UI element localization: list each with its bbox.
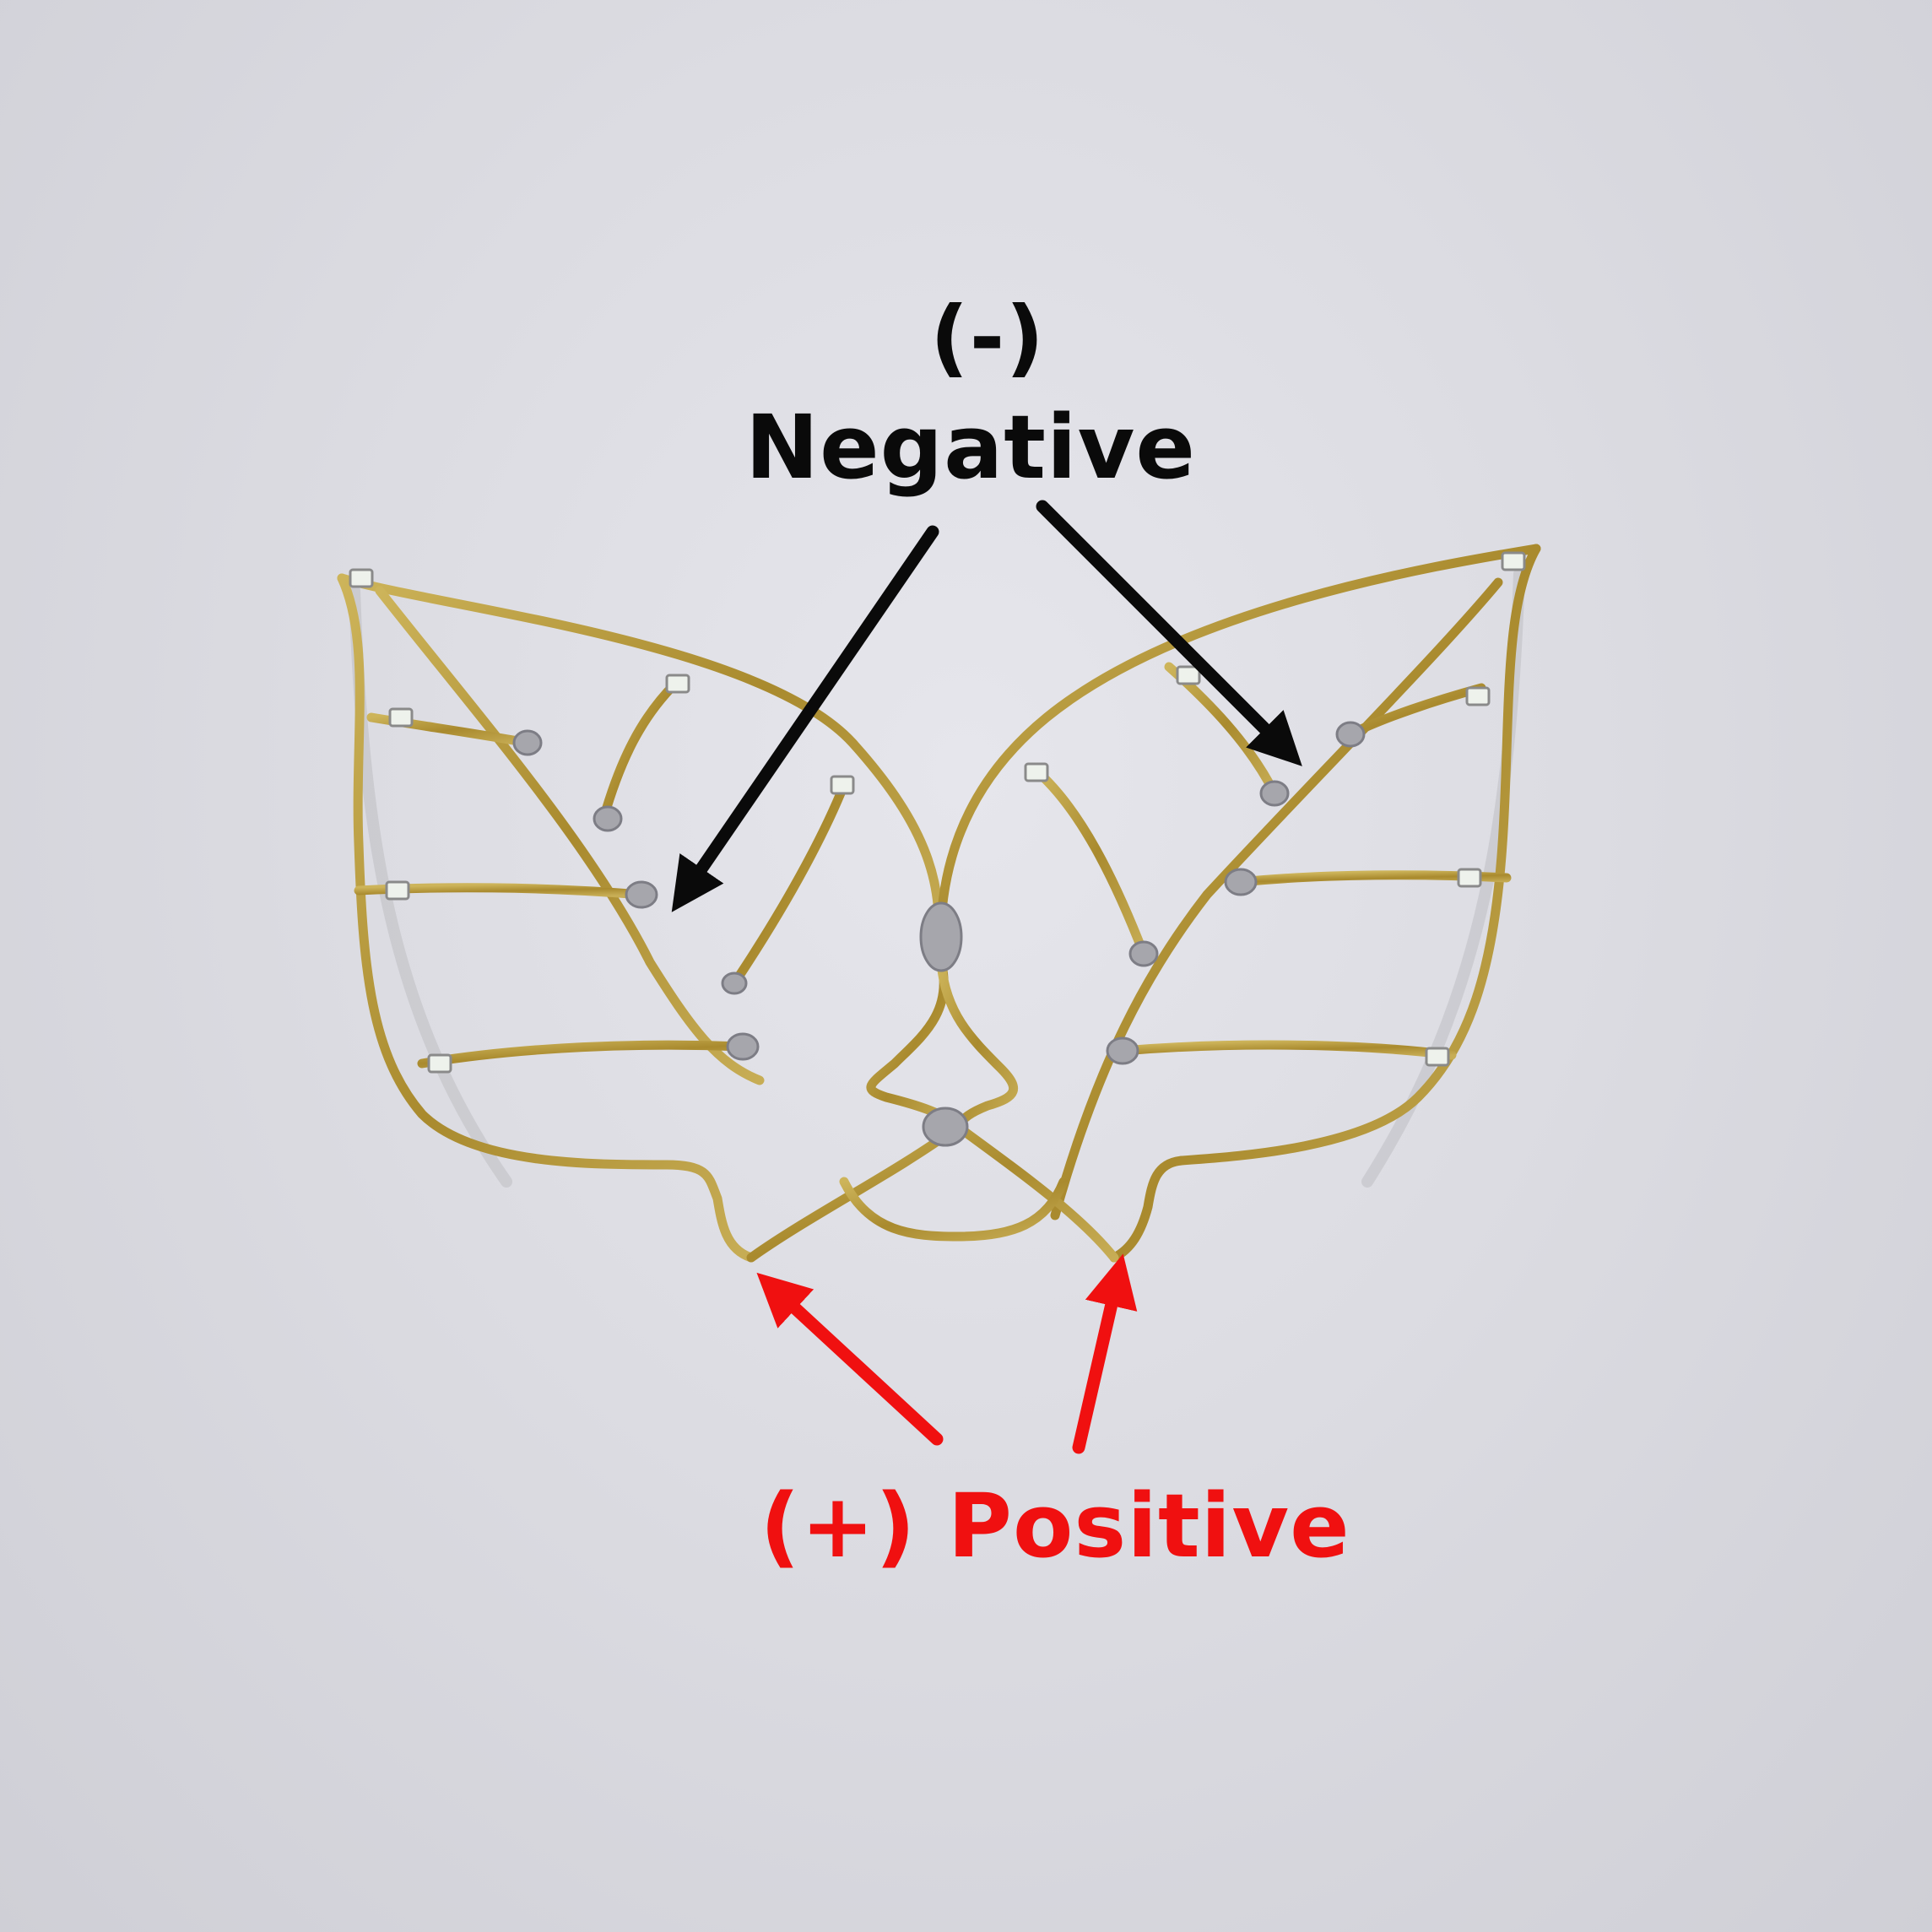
negative-word-label: Negative (745, 396, 1196, 499)
smd-leds (349, 551, 1526, 1074)
negative-symbol-label: (-) (930, 288, 1045, 387)
left-leaf-wire (337, 573, 944, 1263)
positive-arrows (756, 1253, 1138, 1454)
solder-joints (512, 721, 1366, 1147)
positive-arrow-right (1072, 1253, 1138, 1454)
right-leaf-wire (935, 544, 1541, 1263)
negative-arrows (671, 500, 1302, 912)
positive-label: (+) Positive (760, 1475, 1350, 1578)
negative-arrow-left (671, 525, 939, 912)
negative-arrow-right (1036, 500, 1302, 766)
positive-arrow-left (756, 1272, 944, 1446)
